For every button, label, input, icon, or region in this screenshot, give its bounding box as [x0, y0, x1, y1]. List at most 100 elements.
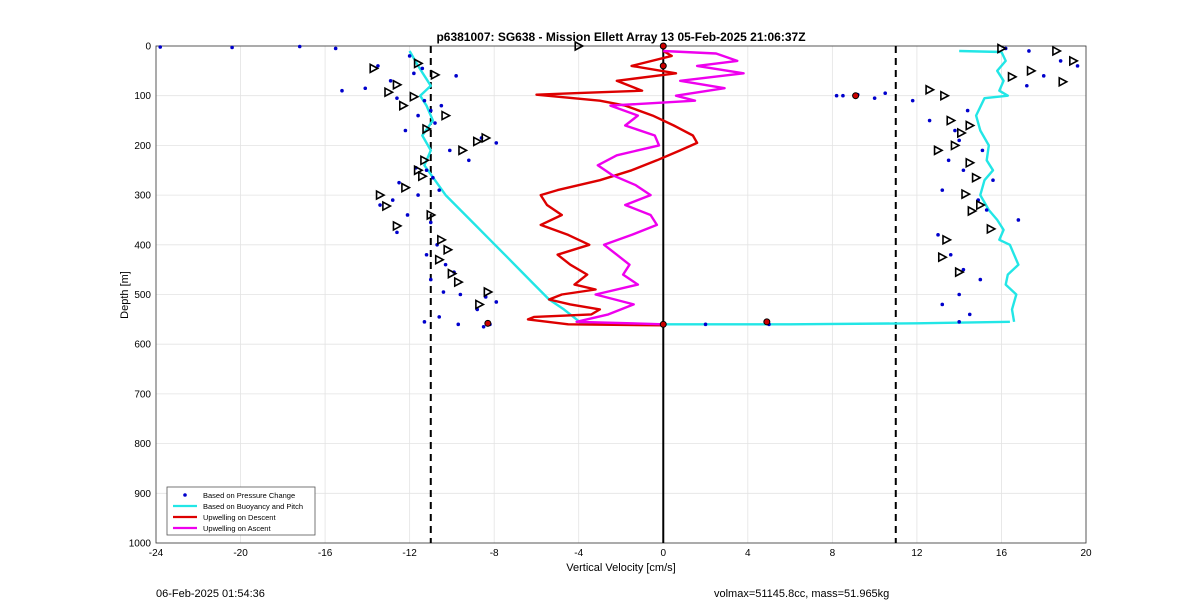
triangle-marker [420, 154, 431, 166]
y-tick-label: 800 [134, 439, 151, 450]
triangle-marker [971, 172, 982, 184]
triangle-marker [950, 140, 961, 151]
triangle-marker [441, 110, 452, 121]
y-tick-label: 100 [134, 91, 151, 102]
legend-label: Upwelling on Ascent [203, 524, 271, 533]
triangle-marker [422, 123, 433, 135]
pressure-change-point [363, 86, 368, 91]
y-tick-label: 600 [134, 340, 151, 351]
plot-frame [155, 45, 1087, 544]
triangle-marker [942, 234, 953, 246]
pressure-change-point [437, 315, 442, 319]
triangle-marker [375, 189, 386, 201]
pressure-change-point [946, 158, 951, 163]
x-tick-label: 4 [745, 548, 751, 559]
x-tick-label: 12 [911, 548, 923, 559]
special-marker [852, 92, 860, 100]
x-tick-label: 0 [660, 548, 666, 559]
triangle-marker [933, 145, 944, 156]
x-tick-label: -24 [149, 548, 164, 559]
pressure-change-point [1058, 59, 1063, 63]
pressure-change-point [422, 98, 427, 103]
legend-label: Upwelling on Descent [203, 513, 276, 522]
triangle-marker [398, 100, 409, 111]
pressure-change-point [1016, 218, 1021, 222]
pressure-change-point [428, 108, 433, 113]
triangle-marker [986, 223, 997, 235]
pressure-change-point [403, 128, 408, 133]
pressure-change-point [395, 96, 399, 100]
triangle-marker [937, 251, 948, 263]
y-tick-label: 200 [134, 141, 151, 152]
special-marker [763, 318, 771, 326]
triangle-marker [940, 90, 951, 102]
pressure-change-point [1025, 83, 1029, 88]
special-marker [659, 42, 667, 50]
triangle-marker [443, 244, 454, 256]
pressure-change-point [940, 302, 945, 307]
x-tick-label: -4 [574, 548, 583, 559]
pressure-change-point [883, 91, 888, 96]
triangle-marker [392, 220, 403, 232]
pressure-change-point [703, 322, 708, 327]
pressure-change-point [428, 277, 433, 282]
pressure-change-point [428, 220, 433, 225]
special-marker [659, 320, 667, 328]
pressure-change-point [443, 262, 448, 267]
pressure-change-point [424, 252, 429, 257]
pressure-change-point [420, 66, 425, 71]
pressure-change-point [447, 148, 452, 153]
triangle-marker [976, 199, 987, 211]
triangle-marker [458, 145, 469, 156]
legend-label: Based on Buoyancy and Pitch [203, 502, 303, 511]
footer-timestamp: 06-Feb-2025 01:54:36 [156, 588, 265, 600]
pressure-change-point [494, 300, 499, 304]
triangle-marker [453, 276, 464, 288]
series-line-upwelling-on-ascent [575, 49, 745, 326]
triangle-marker [954, 266, 965, 278]
pressure-change-point [1027, 49, 1031, 53]
x-tick-label: -8 [490, 548, 499, 559]
pressure-change-point [439, 103, 444, 108]
pressure-change-point [456, 322, 461, 327]
triangle-marker [434, 254, 445, 266]
y-tick-label: 400 [134, 240, 151, 251]
pressure-change-point [230, 45, 234, 50]
y-axis-label: Depth [m] [119, 271, 131, 319]
pressure-change-point [458, 292, 463, 297]
x-tick-label: 20 [1080, 548, 1092, 559]
special-marker [659, 62, 667, 70]
pressure-change-point [416, 193, 420, 197]
y-tick-label: 0 [145, 42, 151, 53]
pressure-change-point [957, 138, 961, 143]
x-tick-label: 16 [996, 548, 1008, 559]
footer-volmax-mass: volmax=51145.8cc, mass=51.965kg [714, 588, 890, 600]
triangle-marker [483, 286, 494, 298]
pressure-change-point [872, 96, 877, 100]
series-line-based-on-buoyancy-and-pitch [408, 50, 582, 325]
pressure-change-point [297, 44, 302, 49]
triangle-marker [475, 299, 486, 310]
triangle-marker [961, 188, 972, 200]
triangle-marker [965, 157, 976, 169]
pressure-change-point [158, 45, 163, 49]
triangle-marker [472, 136, 483, 147]
y-tick-label: 300 [134, 191, 151, 202]
triangle-marker [481, 132, 492, 144]
pressure-change-point [965, 108, 970, 113]
pressure-change-point [961, 267, 966, 272]
pressure-change-point [967, 312, 972, 317]
triangle-marker [369, 63, 380, 74]
pressure-change-point [412, 71, 416, 76]
pressure-change-point [978, 277, 983, 282]
legend-marker [183, 493, 187, 497]
pressure-change-point [416, 113, 420, 118]
pressure-change-point [980, 148, 985, 153]
triangle-marker [382, 200, 393, 212]
pressure-change-point [405, 213, 410, 217]
pressure-change-point [927, 118, 932, 123]
pressure-change-point [481, 325, 486, 329]
pressure-change-point [433, 121, 437, 125]
pressure-change-point [991, 178, 995, 182]
pressure-points [158, 44, 1080, 329]
